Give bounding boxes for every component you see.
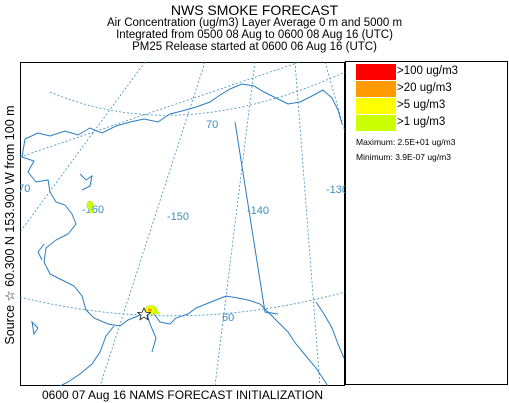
legend-label-20: >20 ug/m3 bbox=[397, 82, 452, 94]
west-south-coast bbox=[21, 138, 269, 327]
graticule bbox=[20, 62, 345, 386]
legend-swatch-5 bbox=[356, 98, 396, 114]
legend-maximum: Maximum: 2.5E+01 ug/m3 bbox=[356, 137, 456, 147]
lat-label-70: 70 bbox=[206, 119, 218, 131]
graticule-labels: 170 -160 -150 -140 -130 70 60 bbox=[20, 119, 345, 324]
source-location-label: Source ☆ 60.300 N 153.900 W from 100 m bbox=[3, 105, 17, 345]
meridian-160 bbox=[99, 62, 206, 386]
legend-minimum: Minimum: 3.9E-07 ug/m3 bbox=[356, 152, 451, 162]
panhandle-coast bbox=[267, 311, 329, 386]
latitude-line-70 bbox=[49, 71, 345, 116]
yukon-delta bbox=[37, 243, 45, 261]
integration-period: Integrated from 0500 08 Aug to 0600 08 A… bbox=[116, 29, 393, 41]
plume-interior-core bbox=[148, 308, 152, 312]
plume-interior-tail bbox=[156, 311, 160, 315]
star-outline-icon bbox=[136, 307, 152, 321]
alaska-peninsula bbox=[59, 325, 115, 386]
latitude-line-north bbox=[20, 62, 301, 158]
lon-label-150: -150 bbox=[167, 211, 189, 223]
meridian-130 bbox=[324, 62, 345, 133]
us-canada-border bbox=[234, 121, 279, 315]
lon-label-140: -140 bbox=[247, 205, 269, 217]
latitude-line-60 bbox=[20, 291, 345, 317]
lon-label-130: -130 bbox=[326, 184, 345, 196]
coastline bbox=[21, 83, 345, 386]
legend-label-100: >100 ug/m3 bbox=[397, 65, 459, 77]
arctic-coast bbox=[24, 83, 343, 140]
smoke-map: 170 -160 -150 -140 -130 70 60 bbox=[20, 62, 345, 386]
legend-label-1: >1 ug/m3 bbox=[397, 116, 446, 128]
forecast-title: NWS SMOKE FORECAST bbox=[170, 2, 339, 18]
lon-label-170: 170 bbox=[20, 183, 30, 195]
meridian-170 bbox=[20, 62, 146, 233]
plume-yukon-2 bbox=[89, 208, 93, 214]
release-start: PM25 Release started at 0600 06 Aug 16 (… bbox=[132, 41, 377, 53]
plume-yukon-1 bbox=[86, 200, 94, 210]
panhandle-islands bbox=[315, 301, 345, 359]
legend-swatch-100 bbox=[356, 64, 396, 80]
concentration-description: Air Concentration (ug/m3) Layer Average … bbox=[106, 17, 403, 29]
legend-label-5: >5 ug/m3 bbox=[397, 99, 446, 111]
cook-inlet bbox=[145, 309, 157, 353]
meridian-150 bbox=[214, 62, 256, 386]
legend: >100 ug/m3 >20 ug/m3 >5 ug/m3 >1 ug/m3 M… bbox=[345, 61, 508, 385]
map-frame bbox=[20, 62, 345, 386]
legend-swatch-20 bbox=[356, 81, 396, 97]
norton-sound bbox=[79, 173, 93, 191]
legend-swatch-1 bbox=[356, 115, 396, 131]
forecast-initialization: 0600 07 Aug 16 NAMS FORECAST INITIALIZAT… bbox=[42, 388, 323, 402]
lat-label-60: 60 bbox=[222, 312, 234, 324]
nunivak-island bbox=[31, 320, 39, 336]
